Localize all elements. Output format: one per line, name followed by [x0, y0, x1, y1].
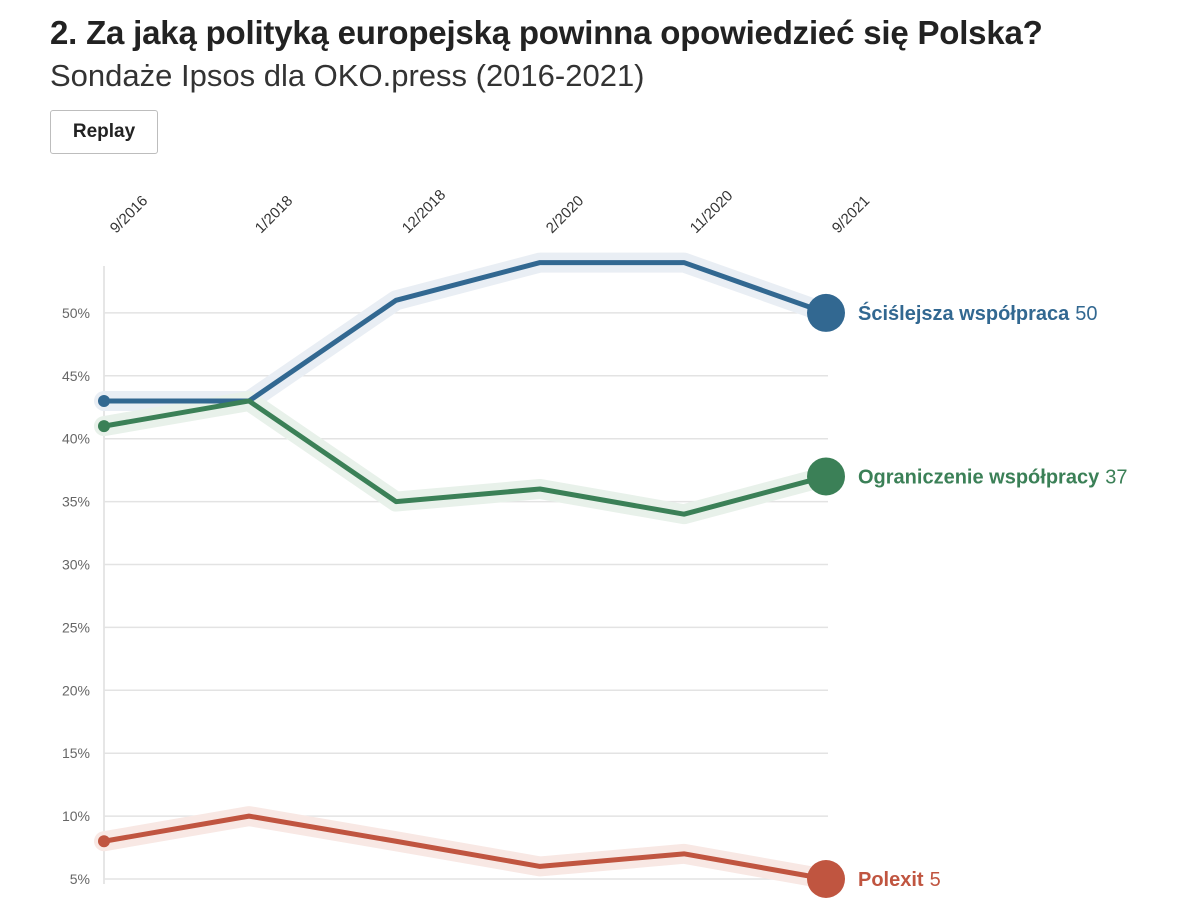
series-label-value: 37 — [1105, 466, 1127, 488]
y-axis-ticks: 5% 10% 15% 20% 25% 30% 35% 40% 45% 50% — [62, 305, 90, 887]
series-start-point — [98, 835, 110, 848]
series-label: Ściślejsza współpraca 50 — [858, 301, 1097, 325]
series-labels: Ściślejsza współpraca 50 Ograniczenie wspó… — [858, 301, 1127, 891]
x-axis-ticks: 9/2016 1/2018 12/2018 2/2020 11/2020 9/2021 — [107, 186, 873, 236]
x-tick-label: 9/2016 — [107, 192, 151, 236]
y-tick-label: 30% — [62, 557, 90, 573]
series-halos — [94, 252, 836, 889]
y-tick-label: 15% — [62, 745, 90, 761]
series-start-point — [98, 394, 110, 407]
series-label-name: Polexit — [858, 869, 924, 891]
series-line — [101, 260, 829, 404]
series-start-point — [98, 420, 110, 433]
y-tick-label: 5% — [70, 871, 90, 887]
y-tick-label: 50% — [62, 305, 90, 321]
grid-lines — [103, 266, 828, 884]
chart-subtitle: Sondaże Ipsos dla OKO.press (2016-2021) — [50, 58, 645, 93]
y-tick-label: 20% — [62, 682, 90, 698]
series-end-point — [807, 860, 845, 898]
series-halo — [94, 806, 836, 889]
series-lines — [101, 260, 829, 882]
x-tick-label: 12/2018 — [399, 186, 449, 236]
series-end-point — [807, 457, 845, 496]
series-line — [101, 398, 829, 517]
x-tick-label: 9/2021 — [829, 192, 873, 236]
y-tick-label: 40% — [62, 431, 90, 447]
series-points — [98, 293, 845, 898]
y-tick-label: 35% — [62, 494, 90, 510]
series-line — [101, 813, 829, 882]
series-label-value: 50 — [1075, 303, 1097, 325]
series-label: Polexit 5 — [858, 869, 941, 891]
x-tick-label: 1/2018 — [252, 192, 296, 236]
y-tick-label: 25% — [62, 619, 90, 635]
replay-button[interactable]: Replay — [50, 110, 158, 154]
y-tick-label: 10% — [62, 808, 90, 824]
series-end-point — [807, 293, 845, 332]
chart-title: 2. Za jaką polityką europejską powinna o… — [50, 14, 1043, 51]
series-label-name: Ograniczenie współpracy — [858, 466, 1100, 488]
series-label-value: 5 — [930, 869, 941, 891]
x-tick-label: 2/2020 — [543, 192, 587, 236]
series-label: Ograniczenie współpracy 37 — [858, 466, 1127, 488]
x-tick-label: 11/2020 — [687, 187, 737, 237]
series-label-name: Ściślejsza współpraca — [858, 301, 1070, 325]
y-tick-label: 45% — [62, 368, 90, 384]
